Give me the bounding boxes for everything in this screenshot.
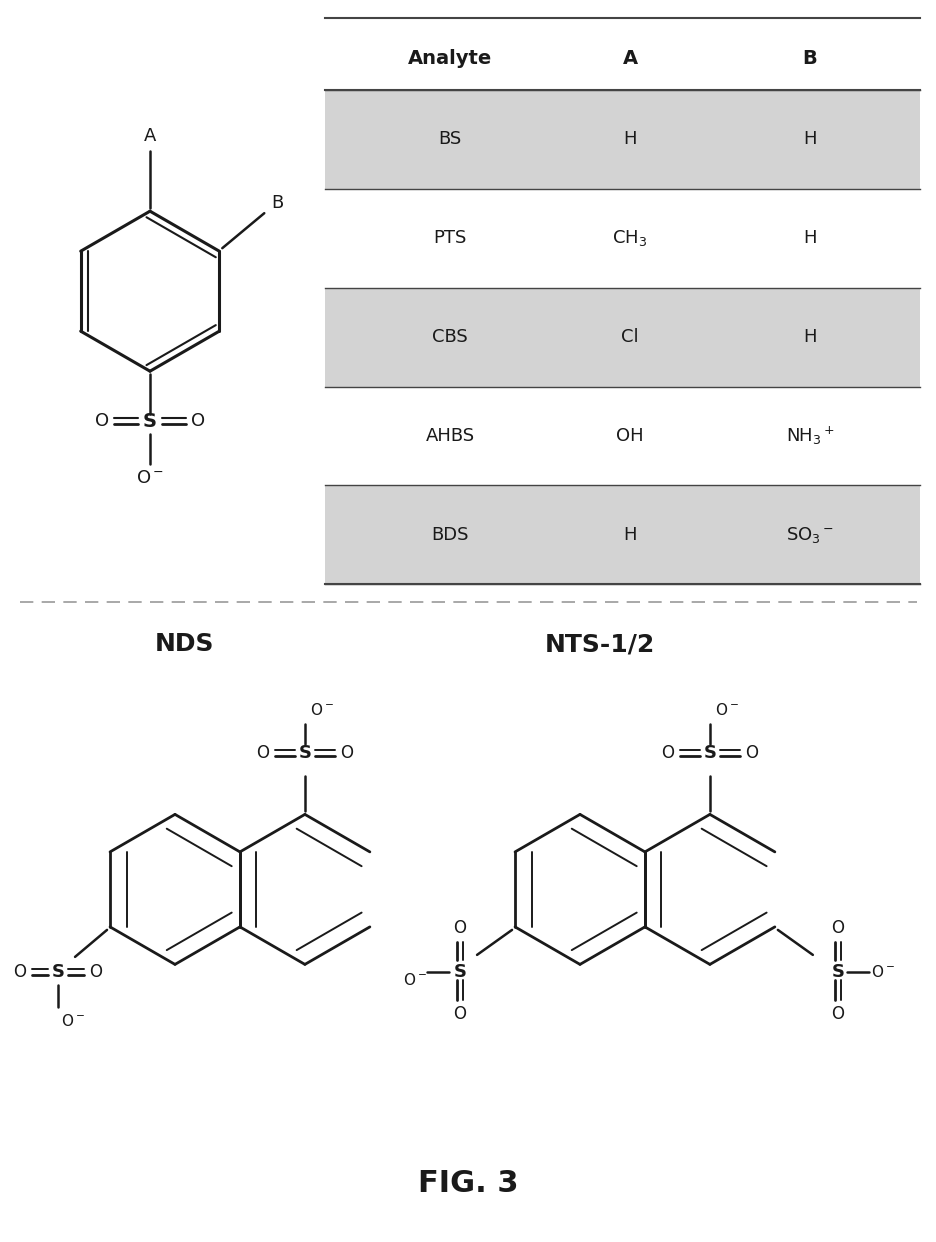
Text: A: A (143, 127, 156, 145)
Text: AHBS: AHBS (425, 427, 474, 445)
Bar (325, 288, 919, 386)
Bar (325, 89, 919, 189)
Text: O: O (453, 919, 466, 936)
Text: OH: OH (616, 427, 643, 445)
Text: H: H (622, 525, 636, 544)
Text: O$^-$: O$^-$ (870, 964, 894, 980)
Text: S: S (298, 744, 311, 763)
Text: CH$_3$: CH$_3$ (612, 229, 647, 248)
Text: FIG. 3: FIG. 3 (417, 1170, 519, 1199)
Text: Analyte: Analyte (407, 48, 491, 67)
Text: S: S (51, 963, 65, 981)
Text: O: O (90, 963, 102, 981)
Text: NDS: NDS (155, 632, 214, 656)
Text: H: H (802, 328, 816, 347)
Text: H: H (802, 130, 816, 149)
Text: O: O (830, 919, 843, 936)
Text: H: H (622, 130, 636, 149)
Text: O: O (340, 744, 353, 763)
Text: BS: BS (438, 130, 461, 149)
Text: S: S (143, 411, 157, 431)
Text: O: O (453, 1005, 466, 1023)
Text: O: O (661, 744, 674, 763)
Text: O: O (191, 412, 205, 430)
Text: S: S (703, 744, 716, 763)
Text: O$^-$: O$^-$ (402, 972, 427, 987)
Text: H: H (802, 230, 816, 247)
Text: O$^-$: O$^-$ (714, 703, 739, 718)
Text: O$^-$: O$^-$ (61, 1013, 85, 1028)
Text: BDS: BDS (431, 525, 468, 544)
Text: O: O (95, 412, 109, 430)
Text: O$^-$: O$^-$ (136, 469, 164, 487)
Text: S: S (830, 963, 843, 981)
Text: PTS: PTS (432, 230, 466, 247)
Text: O: O (830, 1005, 843, 1023)
Text: SO$_3$$^-$: SO$_3$$^-$ (785, 525, 833, 545)
Text: B: B (802, 48, 816, 67)
Text: O: O (745, 744, 757, 763)
Text: S: S (453, 963, 466, 981)
Bar (325, 486, 919, 585)
Text: Cl: Cl (621, 328, 638, 347)
Text: NH$_3$$^+$: NH$_3$$^+$ (784, 425, 834, 447)
Text: O: O (256, 744, 270, 763)
Text: CBS: CBS (431, 328, 467, 347)
Text: B: B (271, 194, 283, 212)
Text: O$^-$: O$^-$ (310, 703, 333, 718)
Text: A: A (622, 48, 636, 67)
Text: O: O (13, 963, 26, 981)
Text: NTS-1/2: NTS-1/2 (545, 632, 654, 656)
